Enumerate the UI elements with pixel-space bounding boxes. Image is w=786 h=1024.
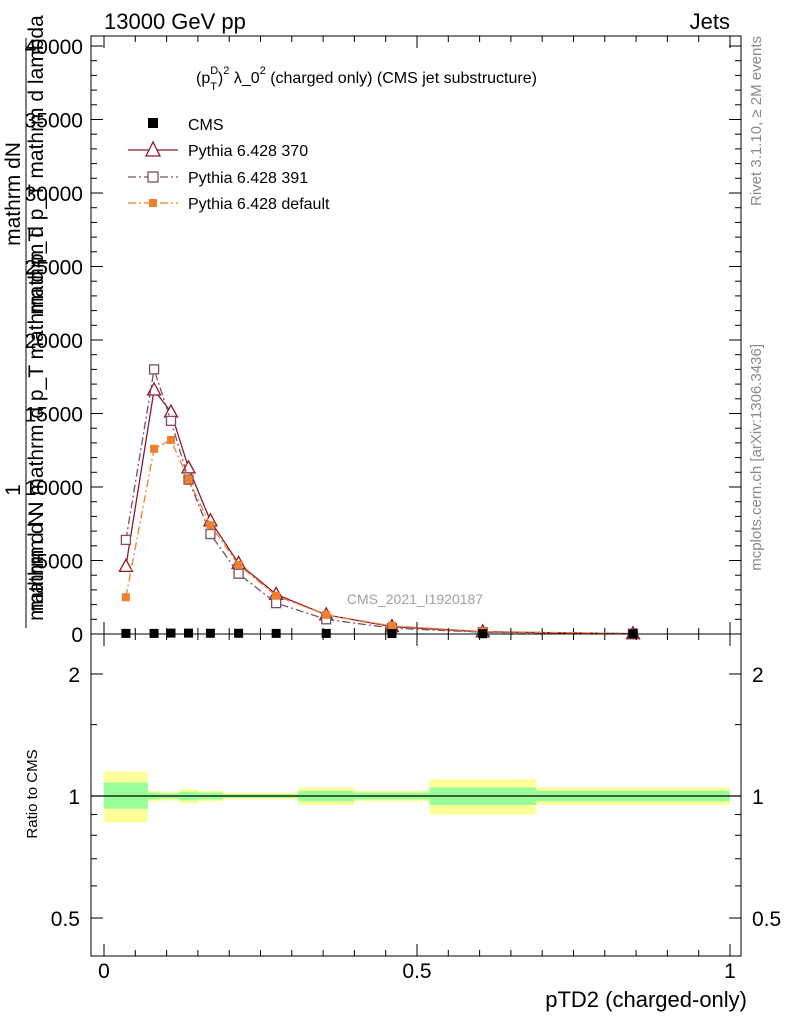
data-point-370: [180, 459, 197, 474]
data-point-370: [118, 558, 134, 573]
data-point-default: [272, 591, 281, 600]
y-label-line-4: mathrm d N mathrm d p_T mathrm d p_T: [25, 229, 48, 612]
y-tick-label: 40000: [25, 36, 83, 59]
ratio-panel-frame: [90, 633, 742, 957]
title-p: (p: [196, 70, 210, 87]
main-y-ticks: 0 5000 10000 15000 20000 25000 30000 35000 40000: [25, 36, 741, 647]
title-lambda: λ_0: [229, 70, 259, 87]
legend-391-label: Pythia 6.428 391: [188, 170, 308, 187]
data-point-default: [206, 521, 215, 530]
title-rest: (charged only) (CMS jet substructure): [266, 70, 537, 87]
title-sup-d: D: [210, 65, 218, 77]
data-point-391: [205, 528, 216, 540]
legend-default-marker: [149, 199, 157, 207]
legend-default-label: Pythia 6.428 default: [188, 196, 330, 213]
title-sub-t: T: [210, 81, 217, 93]
y-tick-label: 15000: [25, 404, 83, 427]
data-point-391: [120, 534, 132, 546]
y-tick-label: 25000: [25, 257, 83, 280]
data-point-default: [234, 560, 243, 569]
y-tick-label: 0: [71, 624, 83, 647]
legend: CMS Pythia 6.428 370 Pythia 6.428 391 Py…: [128, 117, 330, 213]
ratio-y-label: Ratio to CMS: [24, 749, 41, 838]
series-cms: [121, 628, 638, 639]
title-sup-2: 2: [223, 65, 229, 77]
y-tick-label: 20000: [25, 330, 83, 353]
y-label-line-1: mathrm dN: [2, 142, 25, 246]
data-point-default: [166, 435, 175, 444]
ratio-y-tick-label-right: 0.5: [752, 908, 781, 931]
data-point-391: [165, 415, 177, 427]
legend-cms-label: CMS: [188, 117, 224, 134]
y-label-line-3: 1: [2, 484, 25, 496]
legend-370-label: Pythia 6.428 370: [188, 143, 308, 160]
x-tick-label: 1: [724, 960, 736, 983]
data-point-391: [270, 597, 282, 609]
data-point-391: [233, 568, 244, 579]
data-point-cms: [234, 628, 244, 638]
rivet-label: Rivet 3.1.10, ≥ 2M events: [748, 36, 765, 206]
data-point-default: [322, 610, 331, 619]
y-label-line-5: mathrm d N: [25, 511, 48, 621]
ratio-x-ticks: 0 0.5 1: [98, 634, 736, 983]
data-point-default: [387, 621, 396, 630]
series-pythia-default: [121, 435, 637, 638]
ratio-bands: [104, 771, 730, 823]
data-point-391: [148, 364, 160, 375]
y-label-line-2: mathrm d p_T mathrm d lambda: [25, 15, 48, 315]
ratio-y-tick-label: 0.5: [51, 908, 80, 931]
y-tick-label: 30000: [25, 183, 83, 206]
main-y-label: mathrm dN mathrm d p_T mathrm d lambda 1…: [2, 15, 48, 628]
legend-370-marker: [144, 140, 162, 157]
data-point-default: [150, 444, 159, 453]
ratio-y-tick-label-right: 1: [752, 786, 764, 809]
header-jets: Jets: [690, 9, 730, 34]
ratio-y-tick-label: 2: [68, 664, 80, 687]
title-sup-2b: 2: [260, 65, 266, 77]
legend-cms-marker: [148, 118, 158, 128]
data-point-cms: [205, 628, 215, 638]
ratio-y-ticks: 0.5 0.5 1 1 2 2: [51, 664, 781, 931]
x-axis-label: pTD2 (charged-only): [545, 987, 747, 1012]
data-point-cms: [184, 628, 194, 638]
legend-391-marker: [147, 171, 159, 183]
ratio-y-tick-label: 1: [68, 786, 80, 809]
data-point-cms: [149, 628, 159, 638]
mcplots-label: mcplots.cern.ch [arXiv:1306.3436]: [748, 344, 765, 571]
data-point-default: [184, 475, 193, 484]
ratio-y-tick-label-right: 2: [752, 664, 764, 687]
data-point-cms: [271, 628, 281, 638]
plot-title: (pD T)2 λ_02 (charged only) (CMS jet subs…: [196, 65, 537, 93]
y-tick-label: 5000: [36, 551, 83, 574]
y-tick-label: 10000: [25, 477, 83, 500]
series-line: [125, 439, 633, 635]
title-close: ): [218, 70, 223, 87]
data-point-cms: [321, 628, 331, 638]
header-energy: 13000 GeV pp: [104, 9, 246, 34]
x-tick-label: 0: [98, 960, 110, 983]
data-point-cms: [166, 628, 176, 638]
analysis-watermark: CMS_2021_I1920187: [347, 591, 483, 607]
y-tick-label: 35000: [25, 110, 83, 133]
data-point-default: [121, 593, 130, 602]
x-tick-label: 0.5: [402, 960, 431, 983]
data-point-cms: [121, 628, 131, 638]
